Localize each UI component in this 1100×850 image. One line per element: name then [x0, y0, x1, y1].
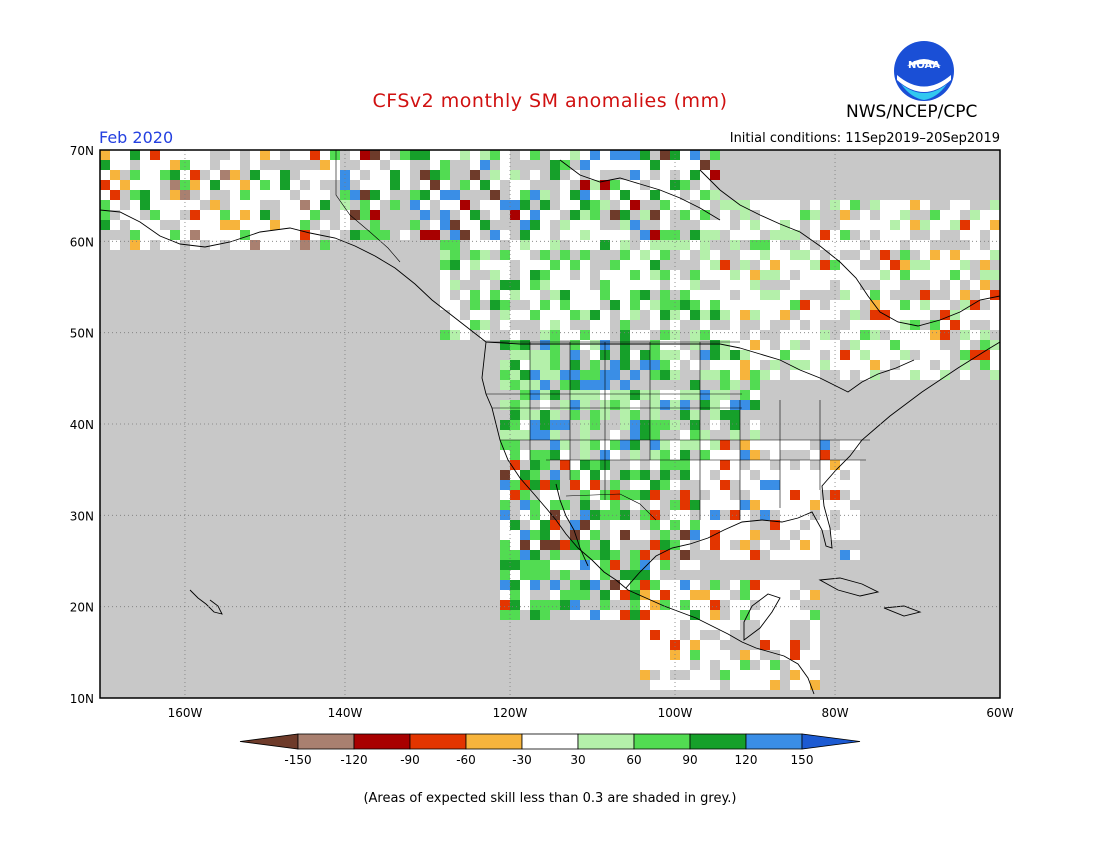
organization-label: NWS/NCEP/CPC: [846, 102, 978, 122]
legend-label: -150: [284, 753, 311, 767]
legend-label: -120: [340, 753, 367, 767]
lon-label: 80W: [821, 706, 848, 720]
lat-label: 50N: [70, 327, 94, 341]
lat-lon-grid: [100, 150, 1000, 698]
lat-label: 30N: [70, 509, 94, 523]
legend-swatch: [577, 733, 635, 750]
legend-swatch: [297, 733, 355, 750]
legend-label: 30: [570, 753, 585, 767]
lat-label: 40N: [70, 418, 94, 432]
noaa-logo: NOAA: [894, 41, 954, 101]
svg-text:NOAA: NOAA: [908, 60, 940, 71]
legend-swatch: [409, 733, 467, 750]
state-borders: [335, 150, 870, 521]
lat-label: 10N: [70, 692, 94, 706]
lon-label: 120W: [493, 706, 528, 720]
map-title: CFSv2 monthly SM anomalies (mm): [372, 90, 728, 112]
legend-label: 120: [735, 753, 758, 767]
lat-label: 60N: [70, 235, 94, 249]
legend-swatch: [689, 733, 747, 750]
lon-label: 140W: [328, 706, 363, 720]
lon-label: 100W: [658, 706, 693, 720]
initial-conditions: Initial conditions: 11Sep2019–20Sep2019: [729, 131, 1000, 146]
legend-label: -60: [456, 753, 476, 767]
legend-swatch: [745, 733, 803, 750]
legend-label: 150: [791, 753, 814, 767]
legend-label: 90: [682, 753, 697, 767]
latitude-labels: 70N 60N 50N 40N 30N 20N 10N: [70, 144, 94, 706]
legend-swatch: [353, 733, 411, 750]
legend-arrow-high: [801, 733, 861, 750]
legend-swatch: [633, 733, 691, 750]
color-legend: -150 -120 -90 -60 -30 30 60 90 120 150: [239, 733, 861, 767]
legend-label: -30: [512, 753, 532, 767]
lat-label: 20N: [70, 601, 94, 615]
coastlines: [99, 159, 1001, 695]
forecast-month: Feb 2020: [99, 128, 174, 147]
map-frame: [99, 149, 1001, 699]
legend-label: -90: [400, 753, 420, 767]
legend-arrow-low: [239, 733, 299, 750]
skill-footnote: (Areas of expected skill less than 0.3 a…: [363, 791, 737, 806]
lat-label: 70N: [70, 144, 94, 158]
longitude-labels: 160W 140W 120W 100W 80W 60W: [168, 706, 1014, 720]
legend-swatch: [521, 733, 579, 750]
legend-swatch: [465, 733, 523, 750]
lon-label: 160W: [168, 706, 203, 720]
lon-label: 60W: [986, 706, 1013, 720]
legend-label: 60: [626, 753, 641, 767]
